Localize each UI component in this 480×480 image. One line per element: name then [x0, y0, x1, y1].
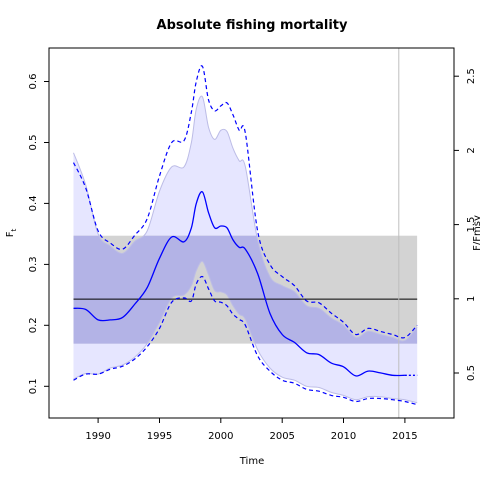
y-axis: 0.1 0.2 0.3 0.4 0.5 0.6: [28, 74, 49, 394]
y-axis-label-main: F: [5, 231, 16, 237]
x-axis: 1990 1995 2000 2005 2010 2015: [85, 418, 418, 442]
x-tick-label: 2015: [392, 431, 417, 442]
right-axis-label: F/Fmsy: [472, 215, 480, 251]
right-axis: 0.5 1 1.5 2 2.5: [454, 68, 477, 381]
ci-upper-line: [72, 65, 418, 339]
right-tick-label: 0.5: [466, 365, 477, 381]
plot-frame: [48, 47, 455, 419]
x-axis-label: Time: [239, 456, 264, 467]
y-tick-label: 0.3: [28, 256, 39, 272]
x-tick-label: 2010: [331, 431, 356, 442]
right-tick-label: 2: [466, 147, 477, 153]
chart-title: Absolute fishing mortality: [157, 18, 348, 33]
y-tick-label: 0.4: [28, 195, 39, 211]
y-tick-label: 0.2: [28, 317, 39, 333]
plot-region: [72, 48, 418, 418]
y-axis-label-sub: t: [10, 228, 18, 231]
x-tick-label: 2000: [208, 431, 233, 442]
right-tick-label: 2.5: [466, 68, 477, 84]
inner-band-edge-lower: [73, 260, 418, 404]
y-tick-label: 0.6: [28, 74, 39, 90]
inner-band-edge-upper: [73, 95, 418, 342]
right-tick-label: 1.5: [466, 217, 477, 233]
y-tick-label: 0.1: [28, 378, 39, 394]
right-tick-label: 1: [466, 296, 477, 302]
x-tick-label: 2005: [269, 431, 294, 442]
estimate-line: [73, 191, 405, 377]
x-tick-label: 1990: [85, 431, 110, 442]
y-tick-label: 0.5: [28, 135, 39, 151]
y-axis-label: Ft: [5, 228, 18, 237]
x-tick-label: 1995: [147, 431, 172, 442]
inner-band-overlap: [73, 235, 418, 344]
